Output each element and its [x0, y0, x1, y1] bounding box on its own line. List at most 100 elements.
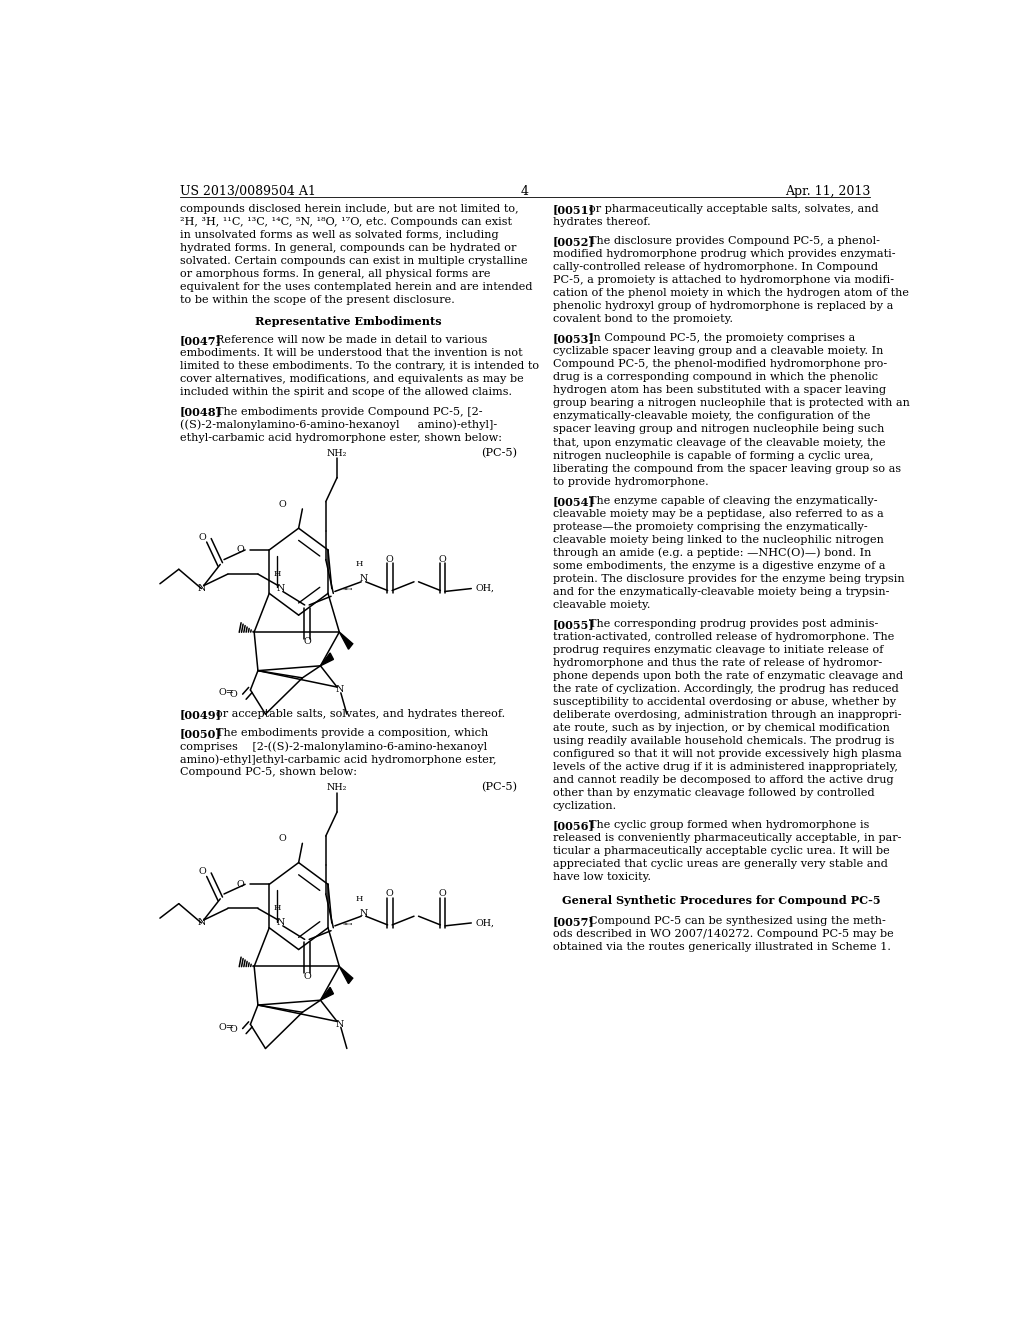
Text: levels of the active drug if it is administered inappropriately,: levels of the active drug if it is admin…	[553, 762, 897, 772]
Polygon shape	[339, 632, 352, 649]
Text: O: O	[438, 556, 446, 564]
Text: OH,: OH,	[475, 583, 494, 593]
Text: [0049]: [0049]	[179, 709, 221, 719]
Text: hydrates thereof.: hydrates thereof.	[553, 218, 650, 227]
Text: have low toxicity.: have low toxicity.	[553, 873, 650, 882]
Text: [0057]: [0057]	[553, 916, 594, 928]
Text: H: H	[356, 895, 364, 903]
Text: The embodiments provide Compound PC-5, [2-: The embodiments provide Compound PC-5, […	[216, 407, 482, 417]
Text: [0048]: [0048]	[179, 407, 221, 417]
Text: embodiments. It will be understood that the invention is not: embodiments. It will be understood that …	[179, 348, 522, 359]
Text: H: H	[273, 904, 281, 912]
Text: In Compound PC-5, the promoiety comprises a: In Compound PC-5, the promoiety comprise…	[589, 334, 855, 343]
Text: cover alternatives, modifications, and equivalents as may be: cover alternatives, modifications, and e…	[179, 375, 523, 384]
Text: nitrogen nucleophile is capable of forming a cyclic urea,: nitrogen nucleophile is capable of formi…	[553, 450, 873, 461]
Text: drug is a corresponding compound in which the phenolic: drug is a corresponding compound in whic…	[553, 372, 878, 383]
Text: H: H	[273, 570, 281, 578]
Text: Reference will now be made in detail to various: Reference will now be made in detail to …	[216, 335, 487, 346]
Text: N: N	[276, 583, 285, 593]
Text: in unsolvated forms as well as solvated forms, including: in unsolvated forms as well as solvated …	[179, 230, 499, 240]
Text: protein. The disclosure provides for the enzyme being trypsin: protein. The disclosure provides for the…	[553, 574, 904, 583]
Text: Compound PC-5, shown below:: Compound PC-5, shown below:	[179, 767, 356, 777]
Text: configured so that it will not provide excessively high plasma: configured so that it will not provide e…	[553, 748, 901, 759]
Text: prodrug requires enzymatic cleavage to initiate release of: prodrug requires enzymatic cleavage to i…	[553, 645, 883, 655]
Text: and for the enzymatically-cleavable moiety being a trypsin-: and for the enzymatically-cleavable moie…	[553, 586, 889, 597]
Text: cyclization.: cyclization.	[553, 801, 616, 810]
Text: O: O	[199, 867, 207, 876]
Text: hydromorphone and thus the rate of release of hydromor-: hydromorphone and thus the rate of relea…	[553, 657, 882, 668]
Text: modified hydromorphone prodrug which provides enzymati-: modified hydromorphone prodrug which pro…	[553, 249, 895, 259]
Text: phone depends upon both the rate of enzymatic cleavage and: phone depends upon both the rate of enzy…	[553, 671, 903, 681]
Text: The disclosure provides Compound PC-5, a phenol-: The disclosure provides Compound PC-5, a…	[589, 236, 880, 247]
Text: included within the spirit and scope of the allowed claims.: included within the spirit and scope of …	[179, 388, 512, 397]
Text: group bearing a nitrogen nucleophile that is protected with an: group bearing a nitrogen nucleophile tha…	[553, 399, 909, 408]
Text: ((S)-2-malonylamino-6-amino-hexanoyl     amino)-ethyl]-: ((S)-2-malonylamino-6-amino-hexanoyl ami…	[179, 420, 497, 430]
Text: N: N	[335, 1020, 343, 1028]
Text: [0053]: [0053]	[553, 334, 595, 345]
Text: OH,: OH,	[475, 919, 494, 928]
Text: enzymatically-cleavable moiety, the configuration of the: enzymatically-cleavable moiety, the conf…	[553, 412, 870, 421]
Text: cally-controlled release of hydromorphone. In Compound: cally-controlled release of hydromorphon…	[553, 263, 878, 272]
Polygon shape	[321, 653, 334, 665]
Text: O: O	[386, 890, 394, 899]
Text: O=: O=	[218, 688, 233, 697]
Text: N: N	[359, 574, 368, 583]
Text: liberating the compound from the spacer leaving group so as: liberating the compound from the spacer …	[553, 463, 901, 474]
Text: Apr. 11, 2013: Apr. 11, 2013	[784, 185, 870, 198]
Text: Compound PC-5, the phenol-modified hydromorphone pro-: Compound PC-5, the phenol-modified hydro…	[553, 359, 887, 370]
Text: O: O	[237, 880, 245, 888]
Text: spacer leaving group and nitrogen nucleophile being such: spacer leaving group and nitrogen nucleo…	[553, 425, 884, 434]
Text: [0047]: [0047]	[179, 335, 221, 346]
Text: N: N	[198, 583, 206, 593]
Text: ²H, ³H, ¹¹C, ¹³C, ¹⁴C, ⁵N, ¹⁸O, ¹⁷O, etc. Compounds can exist: ²H, ³H, ¹¹C, ¹³C, ¹⁴C, ⁵N, ¹⁸O, ¹⁷O, etc…	[179, 218, 512, 227]
Text: [0052]: [0052]	[553, 236, 595, 247]
Text: using readily available household chemicals. The prodrug is: using readily available household chemic…	[553, 737, 894, 746]
Text: ticular a pharmaceutically acceptable cyclic urea. It will be: ticular a pharmaceutically acceptable cy…	[553, 846, 889, 857]
Text: O: O	[229, 690, 237, 700]
Text: through an amide (e.g. a peptide: —NHC(O)—) bond. In: through an amide (e.g. a peptide: —NHC(O…	[553, 548, 871, 558]
Text: obtained via the routes generically illustrated in Scheme 1.: obtained via the routes generically illu…	[553, 942, 891, 953]
Text: Compound PC-5 can be synthesized using the meth-: Compound PC-5 can be synthesized using t…	[589, 916, 886, 927]
Text: tration-activated, controlled release of hydromorphone. The: tration-activated, controlled release of…	[553, 632, 894, 642]
Text: equivalent for the uses contemplated herein and are intended: equivalent for the uses contemplated her…	[179, 282, 532, 292]
Text: amino)-ethyl]ethyl-carbamic acid hydromorphone ester,: amino)-ethyl]ethyl-carbamic acid hydromo…	[179, 754, 496, 764]
Text: or amorphous forms. In general, all physical forms are: or amorphous forms. In general, all phys…	[179, 269, 490, 280]
Polygon shape	[321, 987, 334, 1001]
Text: [0056]: [0056]	[553, 820, 595, 832]
Text: other than by enzymatic cleavage followed by controlled: other than by enzymatic cleavage followe…	[553, 788, 874, 799]
Text: cleavable moiety.: cleavable moiety.	[553, 599, 650, 610]
Text: """: """	[342, 921, 353, 929]
Text: O: O	[279, 834, 286, 843]
Text: cleavable moiety may be a peptidase, also referred to as a: cleavable moiety may be a peptidase, als…	[553, 508, 884, 519]
Text: [0051]: [0051]	[553, 205, 595, 215]
Text: deliberate overdosing, administration through an inappropri-: deliberate overdosing, administration th…	[553, 710, 901, 719]
Text: N: N	[359, 908, 368, 917]
Text: (PC-5): (PC-5)	[480, 447, 517, 458]
Text: ods described in WO 2007/140272. Compound PC-5 may be: ods described in WO 2007/140272. Compoun…	[553, 929, 893, 940]
Text: (PC-5): (PC-5)	[480, 781, 517, 792]
Text: [0050]: [0050]	[179, 729, 221, 739]
Text: O=: O=	[218, 1023, 233, 1032]
Text: O: O	[237, 545, 245, 554]
Text: [0054]: [0054]	[553, 495, 595, 507]
Text: some embodiments, the enzyme is a digestive enzyme of a: some embodiments, the enzyme is a digest…	[553, 561, 885, 570]
Text: cation of the phenol moiety in which the hydrogen atom of the: cation of the phenol moiety in which the…	[553, 288, 908, 298]
Text: The corresponding prodrug provides post adminis-: The corresponding prodrug provides post …	[589, 619, 879, 628]
Text: NH₂: NH₂	[327, 783, 347, 792]
Text: hydrogen atom has been substituted with a spacer leaving: hydrogen atom has been substituted with …	[553, 385, 886, 396]
Text: O: O	[229, 1024, 237, 1034]
Text: cleavable moiety being linked to the nucleophilic nitrogen: cleavable moiety being linked to the nuc…	[553, 535, 884, 545]
Text: O: O	[279, 499, 286, 508]
Text: and cannot readily be decomposed to afford the active drug: and cannot readily be decomposed to affo…	[553, 775, 893, 785]
Text: released is conveniently pharmaceutically acceptable, in par-: released is conveniently pharmaceuticall…	[553, 833, 901, 843]
Text: O: O	[199, 533, 207, 543]
Text: hydrated forms. In general, compounds can be hydrated or: hydrated forms. In general, compounds ca…	[179, 243, 516, 253]
Text: O: O	[438, 890, 446, 899]
Text: appreciated that cyclic ureas are generally very stable and: appreciated that cyclic ureas are genera…	[553, 859, 888, 869]
Text: solvated. Certain compounds can exist in multiple crystalline: solvated. Certain compounds can exist in…	[179, 256, 527, 267]
Text: compounds disclosed herein include, but are not limited to,: compounds disclosed herein include, but …	[179, 205, 518, 214]
Text: US 2013/0089504 A1: US 2013/0089504 A1	[179, 185, 315, 198]
Text: phenolic hydroxyl group of hydromorphone is replaced by a: phenolic hydroxyl group of hydromorphone…	[553, 301, 893, 312]
Text: O: O	[386, 556, 394, 564]
Text: N: N	[198, 919, 206, 928]
